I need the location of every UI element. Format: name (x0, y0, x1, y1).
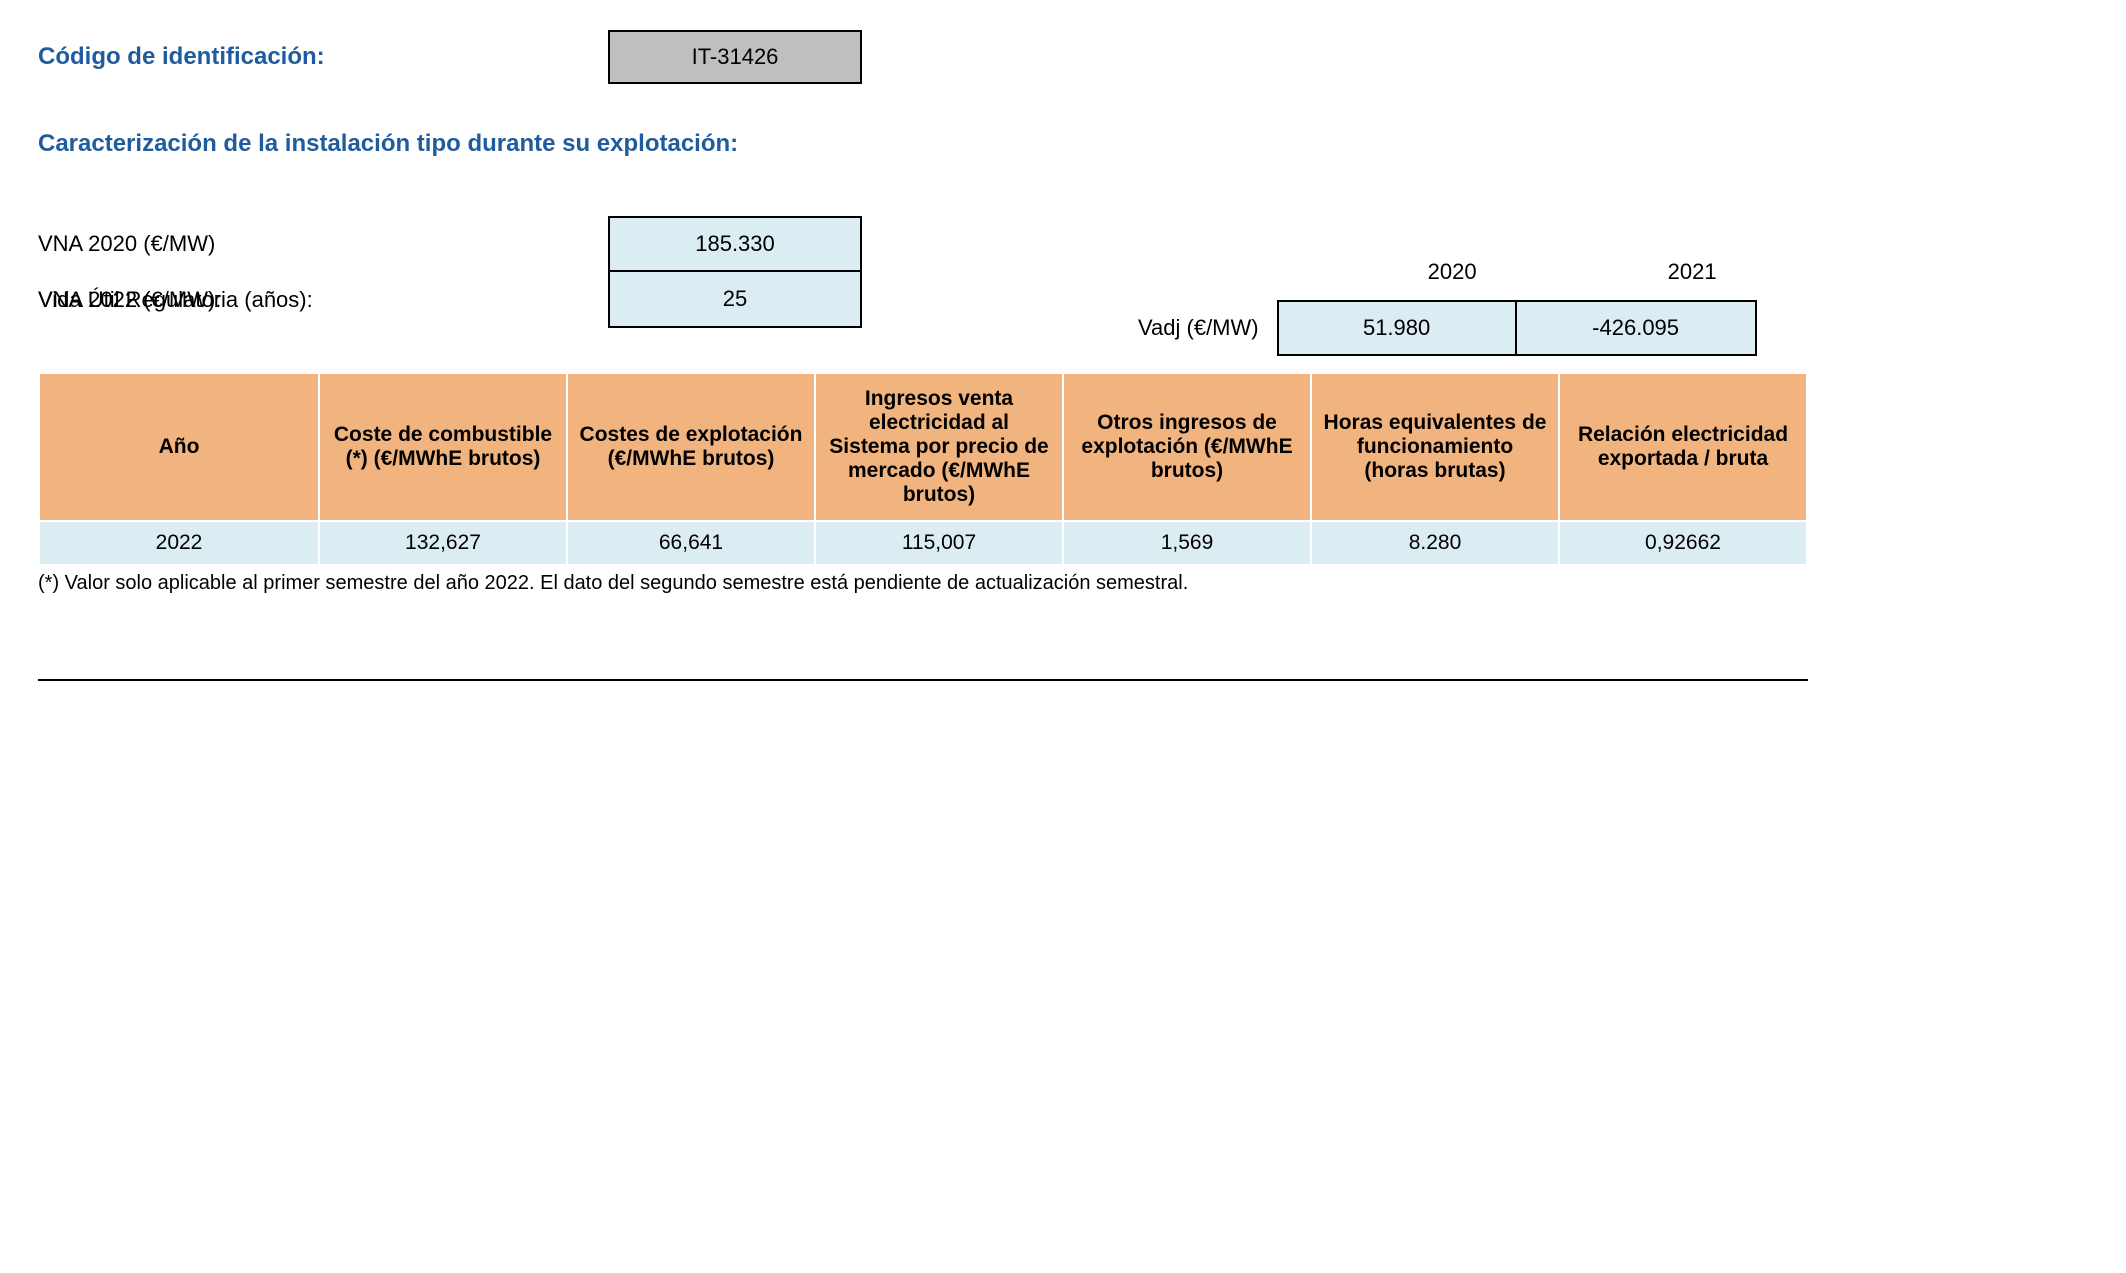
id-label: Código de identificación: (38, 43, 608, 71)
vadj-value-0: 51.980 (1277, 300, 1517, 356)
th-fuel: Coste de combustible (*) (€/MWhE brutos) (319, 373, 567, 521)
vadj-value-1: -426.095 (1517, 300, 1757, 356)
th-rel: Relación electricidad exportada / bruta (1559, 373, 1807, 521)
vida-row: Vida Útil Regulatoria (años): 25 (38, 272, 2088, 328)
td-fuel: 132,627 (319, 521, 567, 565)
td-year: 2022 (39, 521, 319, 565)
th-horas: Horas equivalentes de funcionamiento (ho… (1311, 373, 1559, 521)
footnote: (*) Valor solo aplicable al primer semes… (38, 572, 2088, 595)
th-otros: Otros ingresos de explotación (€/MWhE br… (1063, 373, 1311, 521)
main-table: Año Coste de combustible (*) (€/MWhE bru… (38, 372, 1808, 566)
td-rel: 0,92662 (1559, 521, 1807, 565)
vna2020-label: VNA 2020 (€/MW) (38, 231, 608, 257)
td-otros: 1,569 (1063, 521, 1311, 565)
table-row: 2022 132,627 66,641 115,007 1,569 8.280 … (39, 521, 1807, 565)
vadj-block: Vadj (€/MW) 2020 51.980 2021 -426.095 (1138, 244, 1757, 356)
vadj-col-2020: 2020 51.980 (1277, 244, 1517, 356)
vna2020-value: 185.330 (608, 216, 862, 272)
param-block: VNA 2020 (€/MW) 185.330 VNA 2022 (€/MW):… (38, 216, 2088, 328)
th-ing: Ingresos venta electricidad al Sistema p… (815, 373, 1063, 521)
table-header-row: Año Coste de combustible (*) (€/MWhE bru… (39, 373, 1807, 521)
td-horas: 8.280 (1311, 521, 1559, 565)
vida-label: Vida Útil Regulatoria (años): (38, 287, 608, 313)
separator-line (38, 679, 1808, 681)
vadj-label: Vadj (€/MW) (1138, 300, 1277, 356)
vadj-year-1: 2021 (1517, 244, 1757, 300)
id-value-box: IT-31426 (608, 30, 862, 84)
vida-value: 25 (608, 272, 862, 328)
id-row: Código de identificación: IT-31426 (38, 30, 2088, 84)
vadj-year-0: 2020 (1277, 244, 1517, 300)
th-year: Año (39, 373, 319, 521)
vadj-col-2021: 2021 -426.095 (1517, 244, 1757, 356)
section-title: Caracterización de la instalación tipo d… (38, 130, 2088, 158)
th-opex: Costes de explotación (€/MWhE brutos) (567, 373, 815, 521)
vna2020-row: VNA 2020 (€/MW) 185.330 (38, 216, 2088, 272)
vadj-label-col: Vadj (€/MW) (1138, 244, 1277, 356)
td-ing: 115,007 (815, 521, 1063, 565)
td-opex: 66,641 (567, 521, 815, 565)
